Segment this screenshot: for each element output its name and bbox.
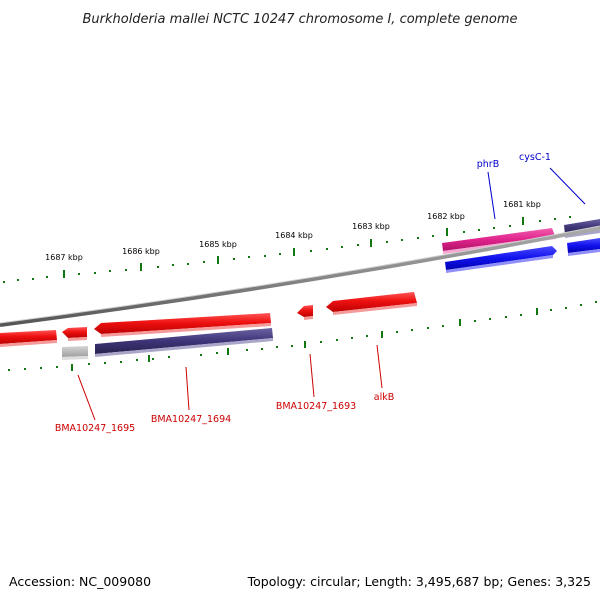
cds-navy-shadow (95, 338, 273, 357)
topology-summary: Topology: circular; Length: 3,495,687 bp… (247, 574, 591, 589)
reverse-strand-features-upper (445, 238, 600, 273)
inner-tick-ring (8, 301, 597, 371)
tick-label: 1687 kbp (45, 253, 83, 262)
cds-gray-shadow (62, 356, 88, 360)
major-tick (446, 228, 448, 236)
accession-text: Accession: NC_009080 (9, 574, 151, 589)
cds-BMA10247_1695[interactable] (62, 327, 87, 338)
cds-blue-1-shadow (446, 255, 553, 273)
tick-label: 1684 kbp (275, 231, 313, 240)
tick-label: 1681 kbp (503, 200, 541, 209)
major-tick (370, 239, 372, 247)
leader-alkB (376, 344, 383, 389)
cds-gray[interactable] (62, 346, 88, 357)
cds-BMA10247_1693-shadow (304, 316, 313, 320)
leader-BMA10247_1693 (309, 353, 315, 398)
major-tick (522, 217, 524, 225)
cds-navy[interactable] (95, 328, 273, 354)
map-title: Burkholderia mallei NCTC 10247 chromosom… (82, 12, 517, 27)
gene-label-BMA10247_1695[interactable]: BMA10247_1695 (55, 423, 135, 434)
cds-BMA10247_1693[interactable] (297, 305, 313, 317)
genome-backbone (0, 226, 600, 327)
cds-blue-2-shadow (568, 249, 600, 256)
leader-BMA10247_1694 (185, 366, 190, 411)
leader-BMA10247_1695 (77, 374, 96, 421)
tick-label: 1686 kbp (122, 247, 160, 256)
outer-tick-ring (3, 216, 571, 283)
cds-blue-1[interactable] (445, 246, 557, 270)
cds-phrB[interactable] (442, 228, 555, 251)
cds-blue-2[interactable] (567, 238, 600, 253)
label-leaders (77, 167, 586, 421)
tick-label: 1683 kbp (352, 222, 390, 231)
tick-label: 1685 kbp (199, 240, 237, 249)
leader-cysC-1 (549, 167, 586, 205)
cds-BMA10247_1694-shadow (101, 323, 271, 337)
major-ticks: 1687 kbp 1686 kbp 1685 kbp 1684 kbp 1683… (45, 200, 541, 278)
inner-strand-features (0, 292, 417, 347)
cds-BMA10247_1694[interactable] (94, 313, 271, 334)
cds-alkB-shadow (333, 303, 417, 315)
gene-label-BMA10247_1694[interactable]: BMA10247_1694 (151, 414, 231, 425)
innermost-strand-features (62, 328, 273, 360)
major-tick (63, 270, 65, 278)
genome-backbone-highlight (0, 225, 600, 324)
cds-BMA10247_1695-shadow (68, 337, 87, 341)
gene-label-phrB[interactable]: phrB (477, 159, 499, 170)
gene-label-alkB[interactable]: alkB (374, 392, 394, 403)
tick-label: 1682 kbp (427, 212, 465, 221)
gene-label-BMA10247_1693[interactable]: BMA10247_1693 (276, 401, 356, 412)
cds-red-left[interactable] (0, 330, 57, 344)
gene-labels: phrB cysC-1 BMA10247_1695 BMA10247_1694 … (55, 152, 551, 434)
major-tick (140, 263, 142, 271)
cds-red-left-shadow (0, 340, 57, 347)
major-tick (293, 248, 295, 256)
gene-label-cysC-1[interactable]: cysC-1 (519, 152, 551, 163)
cds-cysC-1-shadow (565, 230, 600, 238)
cds-alkB[interactable] (326, 292, 417, 312)
leader-phrB (487, 171, 496, 220)
major-tick (217, 256, 219, 264)
